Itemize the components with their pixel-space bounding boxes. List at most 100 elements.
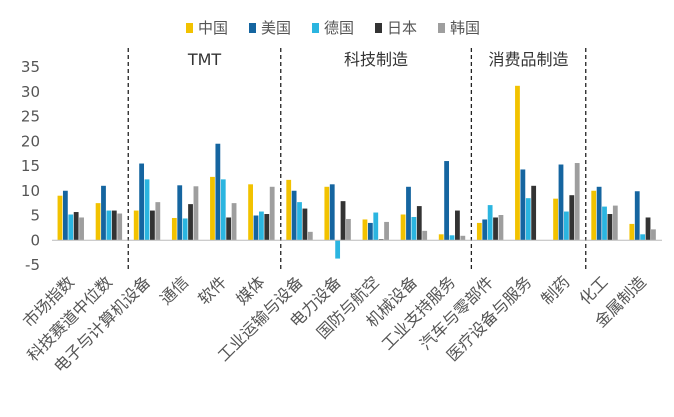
bar	[477, 223, 482, 240]
bar	[373, 213, 378, 241]
bar	[575, 163, 580, 240]
bar	[602, 207, 607, 241]
bar	[96, 203, 101, 240]
bar	[526, 198, 531, 240]
sector-labels: TMT 科技制造 消费品制造	[187, 50, 569, 69]
bar	[629, 224, 634, 240]
x-category-label: 制药	[537, 272, 573, 308]
bar	[450, 235, 455, 240]
bar	[640, 234, 645, 240]
bar	[368, 223, 373, 240]
y-tick-label: 35	[21, 58, 40, 76]
bar	[177, 185, 182, 240]
bar	[384, 222, 389, 240]
sector-label: 科技制造	[344, 50, 408, 69]
bar	[564, 212, 569, 241]
y-tick-label: 15	[21, 157, 40, 175]
bar	[68, 215, 73, 241]
bar	[172, 218, 177, 240]
bar	[188, 204, 193, 240]
bar	[646, 217, 651, 240]
bar	[112, 211, 117, 241]
bar	[597, 187, 602, 240]
bar	[106, 211, 111, 241]
bar	[259, 212, 264, 241]
bar	[439, 234, 444, 240]
legend-label-4: 日本	[387, 19, 417, 37]
bar	[520, 169, 525, 240]
bar	[101, 186, 106, 240]
bar	[79, 217, 84, 240]
legend-label-2: 美国	[261, 19, 291, 37]
bar	[553, 199, 558, 241]
bars	[58, 86, 656, 259]
sector-label: TMT	[187, 50, 222, 69]
bar	[493, 217, 498, 240]
x-axis-category-labels: 市场指数科技赛道中位数电子与计算机设备通信软件媒体工业运输与设备电力设备国防与航…	[19, 272, 650, 376]
bar	[422, 231, 427, 240]
bar	[264, 214, 269, 240]
legend-label-3: 德国	[324, 19, 354, 37]
legend-swatch-3	[312, 23, 319, 33]
bar	[183, 218, 188, 240]
sector-label: 消费品制造	[489, 50, 569, 69]
bar	[286, 180, 291, 240]
bar	[150, 211, 155, 241]
bar	[74, 212, 79, 240]
legend-label-5: 韩国	[450, 19, 480, 37]
bar	[455, 211, 460, 241]
bar	[155, 202, 160, 240]
bar	[210, 177, 215, 240]
y-tick-label: 10	[21, 182, 40, 200]
y-tick-label: 20	[21, 132, 40, 150]
bar	[58, 196, 63, 241]
bar	[270, 187, 275, 240]
bar	[401, 215, 406, 241]
bar	[488, 205, 493, 240]
legend-swatch-1	[186, 23, 193, 33]
bar	[297, 202, 302, 240]
bar	[194, 186, 199, 240]
y-tick-label: -5	[25, 256, 40, 274]
bar	[117, 214, 122, 241]
bar	[499, 215, 504, 240]
bar	[292, 191, 297, 241]
bar	[215, 144, 220, 241]
bar	[363, 219, 368, 240]
bar	[559, 165, 564, 241]
bar	[444, 161, 449, 240]
bar	[232, 203, 237, 240]
bar	[145, 179, 150, 240]
bar	[482, 219, 487, 240]
legend: 中国 美国 德国 日本 韩国	[186, 19, 480, 37]
bar	[411, 217, 416, 240]
bar	[335, 240, 340, 258]
bar	[330, 184, 335, 240]
y-tick-label: 30	[21, 83, 40, 101]
bar	[341, 201, 346, 240]
bar	[324, 187, 329, 240]
bar	[651, 229, 656, 240]
bar	[531, 186, 536, 240]
bar	[254, 216, 259, 241]
bar	[134, 211, 139, 241]
bar	[63, 191, 68, 241]
bar	[303, 209, 308, 241]
legend-label-1: 中国	[198, 19, 228, 37]
bar	[515, 86, 520, 240]
bar	[226, 217, 231, 240]
bar	[139, 164, 144, 241]
bar	[248, 184, 253, 240]
bar	[308, 232, 313, 240]
x-category-label: 通信	[156, 272, 192, 308]
y-tick-label: 0	[30, 231, 40, 249]
bar	[417, 206, 422, 240]
bar	[591, 191, 596, 241]
x-category-label: 软件	[194, 272, 230, 308]
bar	[635, 191, 640, 240]
legend-swatch-4	[375, 23, 382, 33]
y-tick-label: 5	[30, 207, 40, 225]
